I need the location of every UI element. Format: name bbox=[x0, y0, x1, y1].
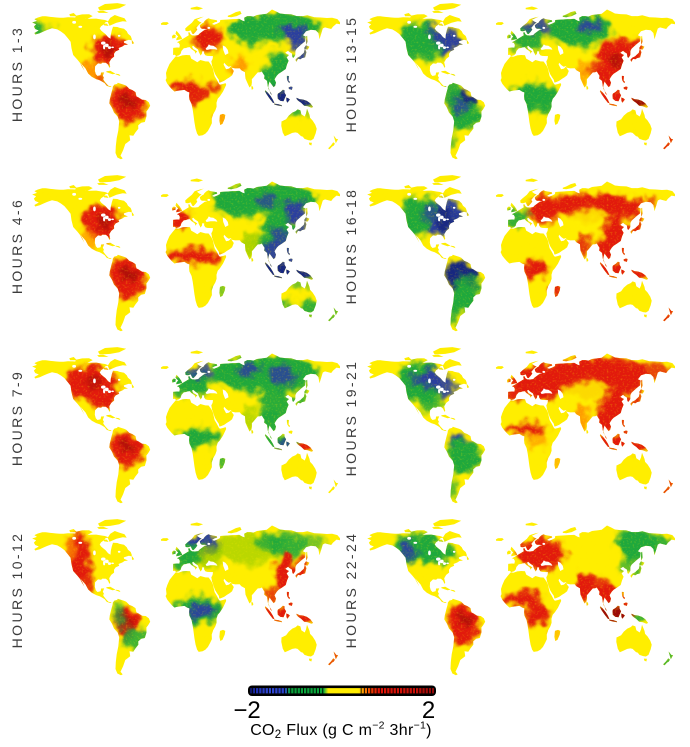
svg-text:HOURS 19-21: HOURS 19-21 bbox=[343, 360, 359, 477]
svg-text:HOURS 10-12: HOURS 10-12 bbox=[9, 532, 25, 649]
svg-text:HOURS 4-6: HOURS 4-6 bbox=[9, 198, 25, 294]
svg-text:−2: −2 bbox=[233, 697, 260, 724]
svg-text:HOURS 7-9: HOURS 7-9 bbox=[9, 370, 25, 466]
svg-text:2: 2 bbox=[422, 697, 435, 724]
svg-text:CO2 Flux (g C m−2 3hr−1): CO2 Flux (g C m−2 3hr−1) bbox=[250, 720, 432, 742]
svg-text:HOURS 22-24: HOURS 22-24 bbox=[343, 532, 359, 649]
svg-text:HOURS 13-15: HOURS 13-15 bbox=[343, 16, 359, 133]
svg-text:HOURS 1-3: HOURS 1-3 bbox=[9, 26, 25, 122]
svg-text:HOURS 16-18: HOURS 16-18 bbox=[343, 188, 359, 305]
